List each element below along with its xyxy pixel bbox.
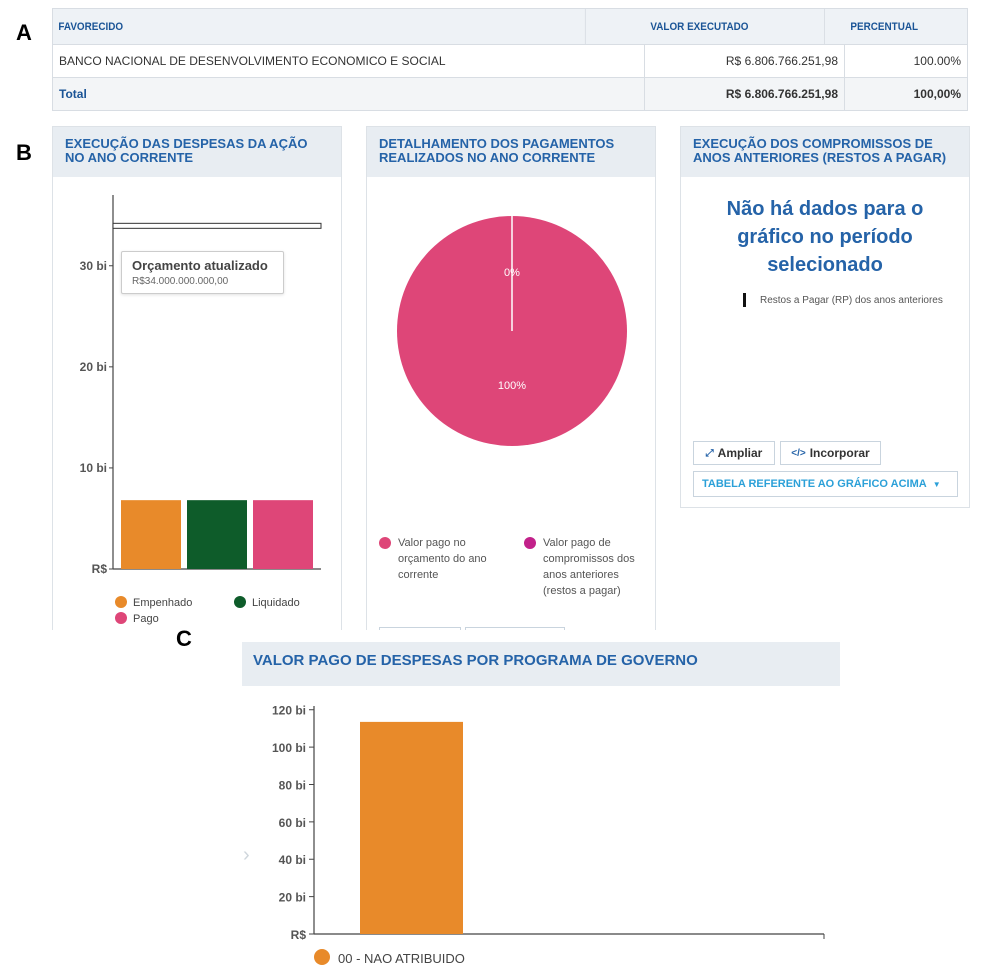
y-tick-label: R$ bbox=[92, 562, 108, 576]
pie-legend-item-1[interactable]: Valor pago de compromissos dos anos anteri… bbox=[524, 535, 654, 599]
ampliar-label: Ampliar bbox=[717, 446, 763, 460]
legend-dot bbox=[234, 596, 246, 608]
partial-button[interactable] bbox=[465, 627, 565, 630]
legend-label: 00 - NAO ATRIBUIDO bbox=[338, 951, 465, 966]
no-data-line: selecionado bbox=[767, 254, 883, 276]
bar-pago bbox=[253, 500, 313, 569]
total-valor: R$ 6.806.766.251,98 bbox=[645, 78, 845, 110]
bar-empenhado bbox=[121, 500, 181, 569]
card-restos-a-pagar: EXECUÇÃO DOS COMPROMISSOS DE ANOS ANTERI… bbox=[680, 126, 970, 508]
legend-label-line: corrente bbox=[398, 569, 439, 581]
column-header-valor[interactable]: VALOR EXECUTADO bbox=[645, 9, 825, 44]
no-data-message: Não há dados para o gráfico no período s… bbox=[681, 195, 969, 279]
legend-label: Pago bbox=[133, 613, 159, 625]
pie-data-label: 0% bbox=[504, 267, 520, 279]
favorecidos-table: FAVORECIDO VALOR EXECUTADO PERCENTUAL BA… bbox=[52, 8, 968, 111]
legend-dot bbox=[379, 537, 391, 549]
no-data-line: Não há dados para o bbox=[726, 198, 924, 220]
y-tick-label: 60 bi bbox=[279, 816, 306, 830]
y-tick-label: 20 bi bbox=[80, 360, 107, 374]
card-detalhamento-pagamentos: DETALHAMENTO DOS PAGAMENTOS REALIZADOS N… bbox=[366, 126, 656, 630]
legend-label: Restos a Pagar (RP) dos anos anteriores bbox=[760, 294, 943, 306]
card-valor-pago-programa: VALOR PAGO DE DESPESAS POR PROGRAMA DE G… bbox=[242, 642, 840, 979]
column-header-percentual[interactable]: PERCENTUAL bbox=[850, 20, 919, 33]
cell-favorecido: BANCO NACIONAL DE DESENVOLVIMENTO ECONOM… bbox=[53, 45, 645, 77]
y-tick-label: 40 bi bbox=[279, 853, 306, 867]
column-header-favorecido[interactable]: FAVORECIDO bbox=[53, 9, 586, 44]
cell-percentual: 100.00% bbox=[913, 54, 961, 68]
chevron-left-icon[interactable]: › bbox=[243, 844, 250, 866]
y-tick-label: R$ bbox=[291, 928, 307, 942]
total-percentual: 100,00% bbox=[913, 87, 961, 101]
table-row: BANCO NACIONAL DE DESENVOLVIMENTO ECONOM… bbox=[53, 45, 967, 78]
legend-label-line: anos anteriores bbox=[543, 569, 619, 581]
legend-label: Empenhado bbox=[133, 597, 192, 609]
bar-chart-programa: R$ 20 bi 40 bi 60 bi 80 bi 100 bi 120 bi 00 - N… bbox=[272, 704, 825, 966]
y-tick-label: 30 bi bbox=[80, 259, 107, 273]
incorporar-button[interactable]: </> Incorporar bbox=[780, 441, 881, 465]
card-execucao-despesas: EXECUÇÃO DAS DESPESAS DA AÇÃO NO ANO COR… bbox=[52, 126, 342, 630]
pie-chart-pagamentos: 0% 100% bbox=[397, 216, 627, 446]
pie-data-label: 100% bbox=[498, 380, 526, 392]
legend-label-line: Valor pago no bbox=[398, 537, 466, 549]
legend-dot bbox=[115, 612, 127, 624]
y-tick-label: 100 bi bbox=[272, 741, 306, 755]
panel-label-c: C bbox=[176, 626, 192, 651]
legend-label-line: compromissos dos bbox=[543, 553, 635, 565]
table-header: FAVORECIDO VALOR EXECUTADO PERCENTUAL bbox=[53, 9, 967, 45]
card-title: EXECUÇÃO DAS DESPESAS DA AÇÃO NO ANO COR… bbox=[53, 127, 341, 177]
legend-marker bbox=[743, 293, 746, 307]
bar-liquidado bbox=[187, 500, 247, 569]
reference-bar bbox=[112, 222, 322, 229]
card-title: VALOR PAGO DE DESPESAS POR PROGRAMA DE G… bbox=[242, 642, 840, 686]
y-tick-label: 10 bi bbox=[80, 461, 107, 475]
tabela-label: TABELA REFERENTE AO GRÁFICO ACIMA bbox=[702, 478, 927, 490]
bar-chart-execucao: R$ 10 bi 20 bi 30 bi Empenhado Liquidado Pago bbox=[80, 195, 322, 625]
legend-item-rp[interactable]: Restos a Pagar (RP) dos anos anteriores bbox=[743, 293, 943, 307]
legend-label-line: (restos a pagar) bbox=[543, 585, 621, 597]
ampliar-button[interactable]: ⤢ Ampliar bbox=[693, 441, 775, 465]
y-tick-label: 80 bi bbox=[279, 778, 306, 792]
table-total-row: Total R$ 6.806.766.251,98 100,00% bbox=[53, 78, 967, 110]
legend-label-line: orçamento do ano bbox=[398, 553, 487, 565]
caret-down-icon: ▼ bbox=[932, 479, 941, 489]
pie-legend-item-0[interactable]: Valor pago no orçamento do ano corrente bbox=[379, 535, 509, 583]
code-icon: </> bbox=[791, 447, 806, 459]
y-tick-label: 120 bi bbox=[272, 704, 306, 718]
bar-nao-atribuido bbox=[360, 721, 463, 934]
card-title: EXECUÇÃO DOS COMPROMISSOS DE ANOS ANTERI… bbox=[681, 127, 969, 177]
partial-button[interactable] bbox=[379, 627, 461, 630]
panel-label-b: B bbox=[16, 140, 32, 165]
legend-dot bbox=[314, 949, 330, 965]
cell-valor: R$ 6.806.766.251,98 bbox=[645, 45, 845, 77]
y-tick-label: 20 bi bbox=[279, 891, 306, 905]
incorporar-label: Incorporar bbox=[809, 446, 870, 460]
legend-label: Liquidado bbox=[252, 597, 300, 609]
legend-label-line: Valor pago de bbox=[543, 537, 611, 549]
expand-icon: ⤢ bbox=[705, 447, 714, 459]
legend-dot bbox=[524, 537, 536, 549]
legend-dot bbox=[115, 596, 127, 608]
no-data-line: gráfico no período bbox=[737, 226, 913, 248]
card-title: DETALHAMENTO DOS PAGAMENTOS REALIZADOS N… bbox=[367, 127, 655, 177]
tabela-dropdown-button[interactable]: TABELA REFERENTE AO GRÁFICO ACIMA ▼ bbox=[693, 471, 958, 497]
total-label: Total bbox=[53, 78, 645, 110]
chart-tooltip: Orçamento atualizado R$34.000.000.000,00 bbox=[121, 251, 284, 294]
panel-label-a: A bbox=[16, 20, 32, 45]
tooltip-title: Orçamento atualizado bbox=[132, 258, 268, 273]
tooltip-value: R$34.000.000.000,00 bbox=[132, 276, 229, 287]
